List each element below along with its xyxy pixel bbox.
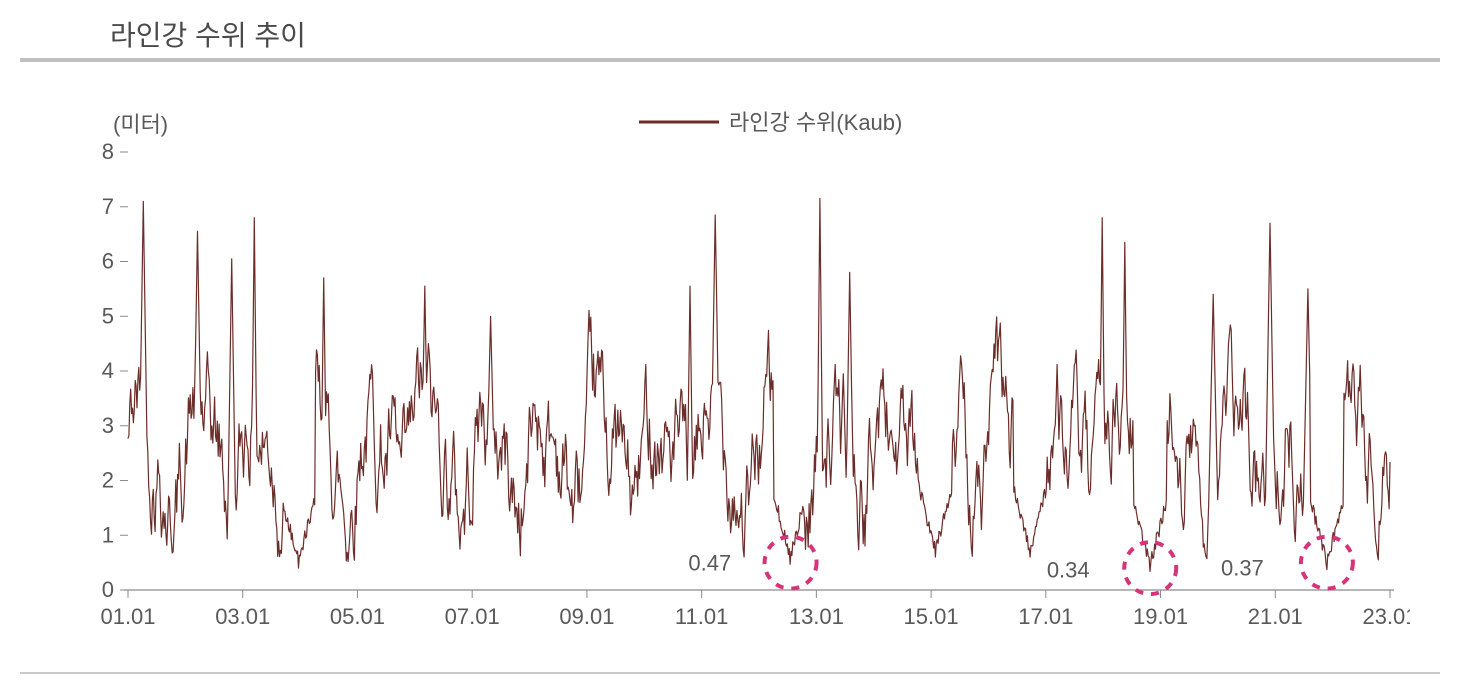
bottom-divider	[20, 672, 1440, 674]
x-tick-label: 17.01	[1018, 604, 1073, 629]
y-tick-label: 8	[102, 139, 114, 164]
y-tick-label: 5	[102, 303, 114, 328]
chart-title: 라인강 수위 추이	[110, 14, 306, 54]
x-tick-label: 09.01	[559, 604, 614, 629]
chart-svg: (미터) 라인강 수위(Kaub) 0 1 2 3 4 5 6 7 8 01.01 03.01 05.01…	[50, 100, 1410, 660]
y-tick-label: 1	[102, 522, 114, 547]
y-tick-label: 6	[102, 249, 114, 274]
line-chart: (미터) 라인강 수위(Kaub) 0 1 2 3 4 5 6 7 8 01.01 03.01 05.01…	[50, 100, 1410, 660]
x-tick-label: 01.01	[100, 604, 155, 629]
x-tick-label: 19.01	[1133, 604, 1188, 629]
y-tick-label: 7	[102, 194, 114, 219]
x-tick-label: 23.01	[1362, 604, 1410, 629]
annotation-label: 0.34	[1047, 557, 1090, 582]
y-tick-label: 3	[102, 413, 114, 438]
annotation-label: 0.47	[688, 550, 731, 575]
legend-label: 라인강 수위(Kaub)	[729, 110, 902, 135]
y-tick-label: 0	[102, 577, 114, 602]
x-tick-label: 05.01	[330, 604, 385, 629]
x-tick-label: 13.01	[789, 604, 844, 629]
series-line	[128, 199, 1390, 572]
y-tick-label: 2	[102, 468, 114, 493]
y-axis-label: (미터)	[113, 112, 168, 137]
annotation-label: 0.37	[1221, 556, 1264, 581]
title-divider	[20, 58, 1440, 62]
x-tick-label: 11.01	[675, 604, 728, 629]
y-tick-label: 4	[102, 358, 114, 383]
x-tick-label: 15.01	[904, 604, 959, 629]
x-tick-label: 21.01	[1248, 604, 1303, 629]
x-tick-label: 03.01	[215, 604, 270, 629]
x-tick-label: 07.01	[445, 604, 500, 629]
